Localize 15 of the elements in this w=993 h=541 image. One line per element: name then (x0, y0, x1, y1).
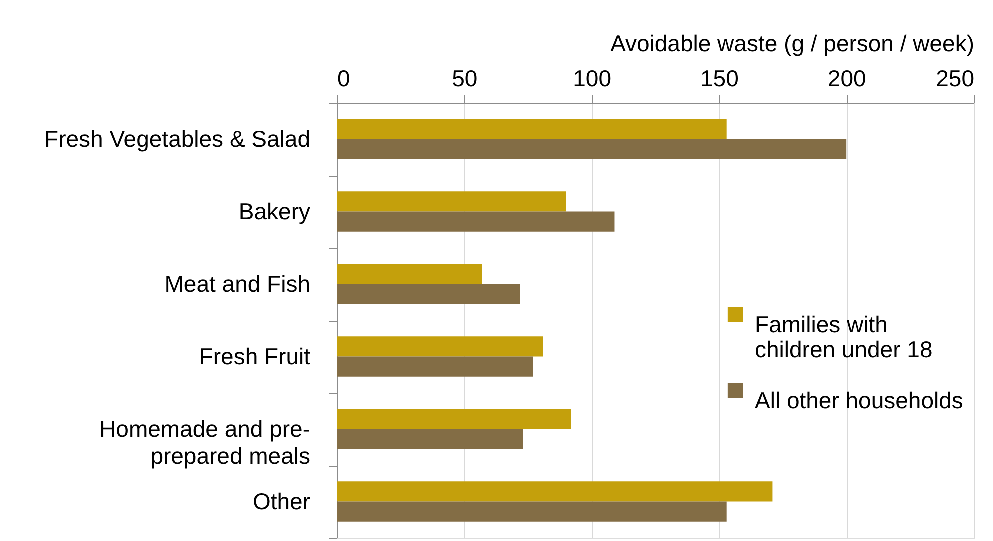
y-tick-label: Meat and Fish (164, 270, 310, 297)
x-tick-label: 50 (452, 66, 478, 92)
y-tick-label: Bakery (238, 198, 311, 224)
x-tick-label: 100 (573, 66, 612, 92)
x-tick-label: 0 (338, 66, 350, 92)
x-axis-title: Avoidable waste (g / person / week) (610, 30, 974, 56)
x-tick-label: 250 (936, 66, 974, 92)
legend-label: All other households (755, 388, 964, 414)
y-tick-label: Other (252, 488, 311, 514)
x-tick-label: 150 (700, 66, 739, 92)
legend-label: Families with children under 18 (755, 312, 933, 363)
y-tick-label: Fresh Fruit (199, 343, 312, 370)
x-tick-label: 200 (828, 66, 866, 92)
y-tick-label: Fresh Vegetables & Salad (44, 126, 310, 152)
y-tick-label: Homemade and pre-prepared meals (100, 416, 310, 469)
